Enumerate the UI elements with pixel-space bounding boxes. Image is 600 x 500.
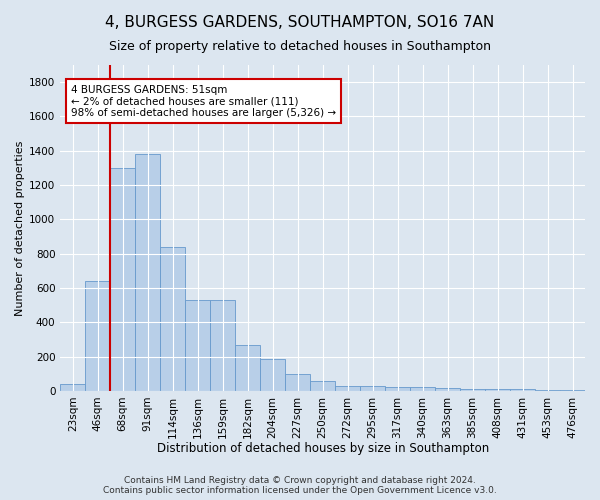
Bar [410, 388, 435, 391]
Bar [110, 168, 135, 391]
Bar [485, 390, 510, 391]
Bar [85, 281, 110, 391]
Bar [210, 300, 235, 391]
Bar [460, 390, 485, 391]
Bar [285, 374, 310, 391]
Text: 4, BURGESS GARDENS, SOUTHAMPTON, SO16 7AN: 4, BURGESS GARDENS, SOUTHAMPTON, SO16 7A… [106, 15, 494, 30]
Text: 4 BURGESS GARDENS: 51sqm
← 2% of detached houses are smaller (111)
98% of semi-d: 4 BURGESS GARDENS: 51sqm ← 2% of detache… [71, 84, 336, 118]
Bar [160, 247, 185, 391]
Bar [185, 300, 210, 391]
X-axis label: Distribution of detached houses by size in Southampton: Distribution of detached houses by size … [157, 442, 489, 455]
Bar [135, 154, 160, 391]
Bar [310, 380, 335, 391]
Bar [260, 359, 285, 391]
Text: Contains HM Land Registry data © Crown copyright and database right 2024.
Contai: Contains HM Land Registry data © Crown c… [103, 476, 497, 495]
Bar [335, 386, 360, 391]
Bar [560, 390, 585, 391]
Bar [385, 386, 410, 391]
Bar [235, 344, 260, 391]
Bar [435, 388, 460, 391]
Bar [360, 386, 385, 391]
Bar [60, 384, 85, 391]
Bar [535, 390, 560, 391]
Text: Size of property relative to detached houses in Southampton: Size of property relative to detached ho… [109, 40, 491, 53]
Y-axis label: Number of detached properties: Number of detached properties [15, 140, 25, 316]
Bar [510, 390, 535, 391]
